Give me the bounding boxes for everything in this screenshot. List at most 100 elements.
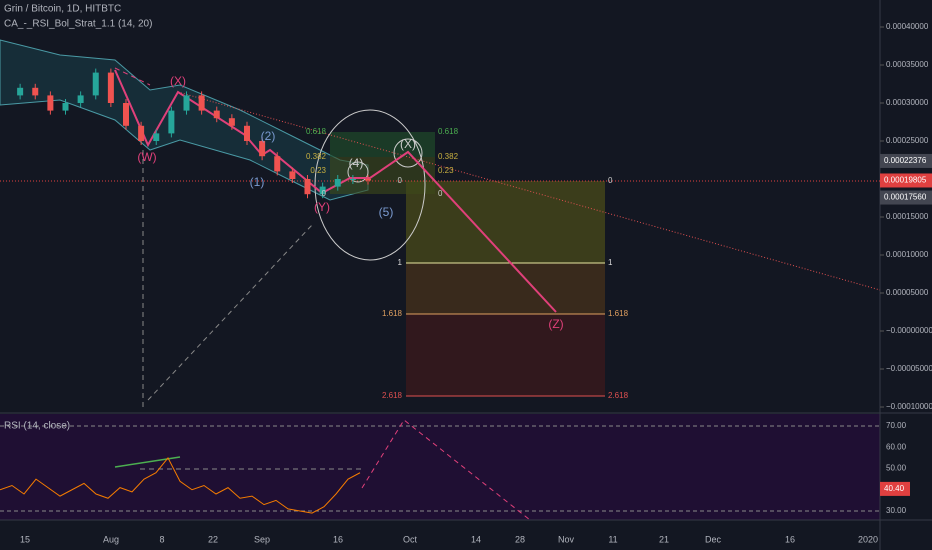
candle <box>107 72 114 103</box>
rsi-tick-label: 70.00 <box>886 421 907 430</box>
fib-label: 1 <box>398 258 403 267</box>
candle <box>198 95 205 111</box>
circle <box>314 109 426 261</box>
candle <box>153 133 160 141</box>
candle <box>365 179 371 181</box>
price-tag <box>880 153 932 168</box>
candle <box>123 103 129 126</box>
fib-label: 0 <box>438 189 443 198</box>
wave-label: (5) <box>379 205 394 219</box>
projection <box>147 224 313 401</box>
time-label: 14 <box>471 534 481 544</box>
candle <box>47 95 54 111</box>
fib-label: 1.618 <box>382 309 403 318</box>
time-label: Sep <box>254 534 270 544</box>
time-label: Dec <box>705 534 722 544</box>
fib-label: 0 <box>608 176 613 185</box>
time-label: 21 <box>659 534 669 544</box>
circle <box>393 138 423 168</box>
wave-label: (Z) <box>548 317 563 331</box>
price-tag-label: 0.00022376 <box>884 156 927 165</box>
candle <box>138 125 145 141</box>
candle <box>259 141 266 157</box>
candle <box>17 87 24 96</box>
wave-label: (W) <box>137 150 156 164</box>
time-label: Aug <box>103 534 119 544</box>
candle <box>77 95 84 103</box>
indicator: CA_-_RSI_Bol_Strat_1.1 (14, 20) <box>4 19 152 30</box>
candle <box>304 179 311 195</box>
rsi-pane <box>0 414 880 520</box>
rsi-tick-label: 50.00 <box>886 464 907 473</box>
rsi-tick-label: 30.00 <box>886 506 907 515</box>
candle <box>334 179 341 187</box>
fib-label: 0 <box>322 189 327 198</box>
fib-zone <box>406 181 605 263</box>
wave-label: (X) <box>170 74 186 88</box>
candle <box>62 103 69 111</box>
fib-label: 2.618 <box>608 391 629 400</box>
price-label: 0.00010000 <box>886 250 929 259</box>
time-label: 11 <box>608 534 617 544</box>
price-tag <box>880 173 932 188</box>
fib-label: 0.618 <box>438 127 459 136</box>
candle <box>319 186 326 195</box>
price-label: 0.00040000 <box>886 22 929 31</box>
fib-label: 0.23 <box>438 166 454 175</box>
time-label: 22 <box>208 534 218 544</box>
fib-label: 0.382 <box>306 152 327 161</box>
candle <box>349 179 356 180</box>
fib-label: 0 <box>398 176 403 185</box>
time-label: 16 <box>333 534 343 544</box>
candle <box>213 110 220 119</box>
circle <box>347 161 369 183</box>
fib-zone <box>330 132 435 157</box>
price-label: 0.00030000 <box>886 98 929 107</box>
price-label: −0.00000000 <box>886 326 932 335</box>
price-label: 0.00005000 <box>886 288 929 297</box>
rsi-title: RSI (14, close) <box>4 421 70 432</box>
candle <box>183 95 190 111</box>
price-label: −0.00010000 <box>886 402 932 411</box>
fib-label: 2.618 <box>382 391 403 400</box>
fib-label: 1 <box>608 258 613 267</box>
rsi-tag-label: 40.40 <box>884 484 905 493</box>
price-label: 0.00015000 <box>886 212 929 221</box>
wave-label: (Y) <box>314 200 330 214</box>
price-tag-label: 0.00017560 <box>884 193 927 202</box>
time-label: Nov <box>558 534 575 544</box>
wave-label: (1) <box>250 175 265 189</box>
candle <box>274 156 281 172</box>
candle <box>228 118 235 126</box>
fib-label: 1.618 <box>608 309 629 318</box>
time-label: Oct <box>403 534 418 544</box>
time-label: 8 <box>159 534 164 544</box>
price-label: −0.00005000 <box>886 364 932 373</box>
time-label: 16 <box>785 534 795 544</box>
fib-zone <box>406 263 605 314</box>
wave-label: (X) <box>400 137 416 151</box>
divergence <box>114 456 181 468</box>
wave-path <box>114 69 557 313</box>
time-label: 28 <box>515 534 525 544</box>
price-tag-label: 0.00019805 <box>884 176 927 185</box>
fib-label: 0.382 <box>438 152 459 161</box>
fib-zone <box>330 157 435 194</box>
candle <box>32 87 39 96</box>
rsi-tag <box>880 481 910 496</box>
time-label: 2020 <box>858 534 878 544</box>
price-tag <box>880 190 932 205</box>
rsi-line <box>0 456 361 514</box>
candle <box>289 171 296 179</box>
candle <box>244 125 250 141</box>
fib-label: 0.618 <box>306 127 327 136</box>
symbol: Grin / Bitcoin, 1D, HITBTC <box>4 4 121 15</box>
projection <box>114 67 151 86</box>
wave-label: (2) <box>261 129 276 143</box>
price-label: 0.00035000 <box>886 60 929 69</box>
price-label: 0.00025000 <box>886 136 929 145</box>
time-label: 15 <box>20 534 30 544</box>
candle <box>92 72 99 96</box>
fib-zone <box>406 314 605 396</box>
